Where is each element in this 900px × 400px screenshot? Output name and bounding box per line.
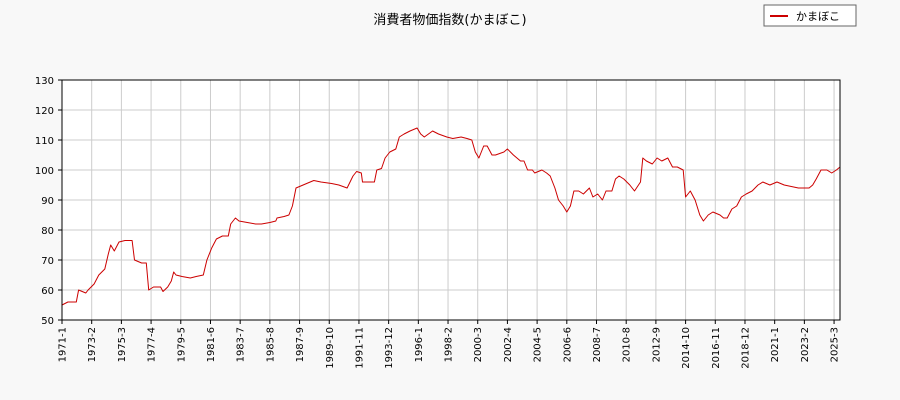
x-tick-label: 1981-6 xyxy=(206,327,217,362)
x-tick-label: 2010-8 xyxy=(622,327,633,362)
x-tick-label: 1975-3 xyxy=(117,327,128,362)
y-axis: 50 60 70 80 90 100 110 120 130 xyxy=(35,76,62,327)
x-axis: 1971-1 1973-2 1975-3 1977-4 1979-5 1981-6 1983… xyxy=(58,320,841,369)
x-tick-label: 1991-11 xyxy=(354,327,365,369)
legend-box xyxy=(763,4,857,27)
x-tick-label: 2006-6 xyxy=(562,327,573,362)
x-tick-label: 1977-4 xyxy=(147,327,158,362)
y-tick-label: 120 xyxy=(35,106,54,117)
x-tick-label: 2021-1 xyxy=(770,327,781,362)
x-tick-label: 1987-9 xyxy=(295,327,306,362)
x-tick-label: 1971-1 xyxy=(58,327,69,362)
x-tick-label: 2018-12 xyxy=(740,327,751,369)
x-tick-label: 1996-1 xyxy=(414,327,425,362)
grid-lines xyxy=(61,79,840,321)
legend-label: かまぼこ xyxy=(796,10,840,23)
x-tick-label: 2004-5 xyxy=(533,327,544,362)
x-tick-label: 1973-2 xyxy=(87,327,98,362)
y-tick-label: 100 xyxy=(35,166,54,177)
x-tick-label: 2008-7 xyxy=(592,327,603,362)
y-tick-label: 80 xyxy=(41,226,54,237)
x-tick-label: 2016-11 xyxy=(711,327,722,369)
x-tick-label: 2002-4 xyxy=(503,327,514,362)
y-tick-label: 60 xyxy=(41,286,54,297)
x-tick-label: 2023-2 xyxy=(800,327,811,362)
x-tick-label: 2025-3 xyxy=(830,327,841,362)
y-tick-label: 50 xyxy=(41,316,54,327)
x-tick-label: 1979-5 xyxy=(176,327,187,362)
chart-title: 消費者物価指数(かまぼこ) xyxy=(373,13,526,28)
x-tick-label: 1993-12 xyxy=(384,327,395,369)
y-tick-label: 90 xyxy=(41,196,54,207)
x-tick-label: 2012-9 xyxy=(651,327,662,362)
y-tick-label: 70 xyxy=(41,256,54,267)
x-tick-label: 1985-8 xyxy=(265,327,276,362)
series-line xyxy=(61,127,841,306)
x-tick-label: 1989-10 xyxy=(325,327,336,369)
x-tick-label: 1998-2 xyxy=(444,327,455,362)
x-tick-label: 2014-10 xyxy=(681,327,692,369)
x-tick-label: 1983-7 xyxy=(236,327,247,362)
y-tick-label: 130 xyxy=(35,76,54,87)
series-layer xyxy=(61,127,841,306)
legend: かまぼこ xyxy=(763,4,857,27)
y-tick-label: 110 xyxy=(35,136,54,147)
x-tick-label: 2000-3 xyxy=(473,327,484,362)
